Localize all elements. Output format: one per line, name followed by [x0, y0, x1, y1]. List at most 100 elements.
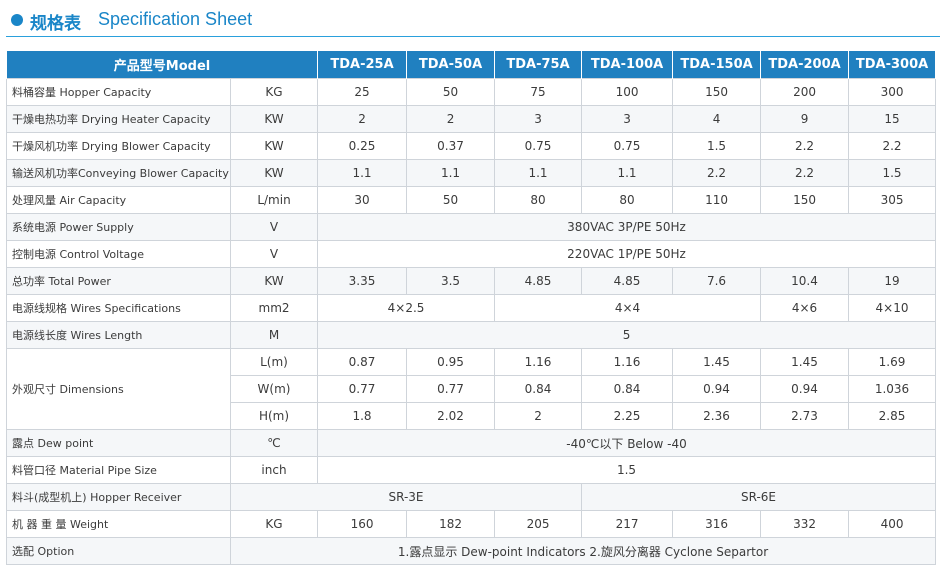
row-dimensions-width: W(m) 0.77 0.77 0.84 0.84 0.94 0.94 1.036 — [7, 375, 937, 403]
specification-table: 产品型号Model TDA-25A TDA-50A TDA-75A TDA-10… — [5, 51, 937, 565]
row-label: 电源线规格 Wires Specifications — [6, 294, 231, 322]
value-cell: 110 — [672, 186, 762, 214]
value-cell: 100 — [581, 78, 674, 106]
value-cell: 200 — [760, 78, 850, 106]
value-cell: 4.85 — [581, 267, 674, 295]
value-cell: 50 — [406, 78, 496, 106]
unit-cell: inch — [229, 456, 319, 484]
section-header: 规格表 Specification Sheet — [6, 6, 940, 37]
value-cell: 305 — [848, 186, 937, 214]
value-cell: 7.6 — [672, 267, 762, 295]
row-control-voltage: 控制电源 Control Voltage V 220VAC 1P/PE 50Hz — [6, 240, 937, 268]
value-cell: 2 — [406, 105, 496, 133]
model-header: 产品型号Model — [5, 51, 319, 79]
value-cell: 9 — [760, 105, 850, 133]
value-cell: 75 — [494, 78, 583, 106]
row-wires-length: 电源线长度 Wires Length M 5 — [6, 321, 937, 349]
value-cell: 1.5 — [848, 159, 937, 187]
unit-cell: V — [229, 240, 319, 268]
value-cell: 0.84 — [494, 375, 583, 403]
bullet-icon — [11, 14, 23, 26]
unit-cell: L(m) — [229, 348, 319, 376]
row-hopper-receiver: 料斗(成型机上) Hopper Receiver SR-3E SR-6E — [6, 483, 937, 511]
value-cell: 332 — [760, 510, 850, 538]
model-column-header: TDA-50A — [406, 51, 496, 79]
value-cell: 3 — [494, 105, 583, 133]
model-column-header: TDA-75A — [494, 51, 583, 79]
unit-cell: KW — [229, 132, 319, 160]
unit-cell: KW — [229, 159, 319, 187]
value-cell: 316 — [672, 510, 762, 538]
value-cell: 25 — [317, 78, 408, 106]
row-label: 料管口径 Material Pipe Size — [6, 456, 231, 484]
value-cell: 1.69 — [848, 348, 937, 376]
value-cell: 3 — [581, 105, 674, 133]
row-label: 外观尺寸 Dimensions — [6, 348, 231, 430]
value-cell: 3.5 — [406, 267, 496, 295]
value-cell: 160 — [317, 510, 408, 538]
value-cell: 1.1 — [317, 159, 408, 187]
value-cell: 0.77 — [317, 375, 408, 403]
value-cell: 2.2 — [760, 159, 850, 187]
row-label: 总功率 Total Power — [6, 267, 231, 295]
row-dew-point: 露点 Dew point ℃ -40℃以下 Below -40 — [6, 429, 937, 457]
value-cell: 0.94 — [760, 375, 850, 403]
row-label: 处理风量 Air Capacity — [6, 186, 231, 214]
value-cell: 1.45 — [672, 348, 762, 376]
value-cell: 3.35 — [317, 267, 408, 295]
model-column-header: TDA-150A — [672, 51, 762, 79]
row-label: 料桶容量 Hopper Capacity — [6, 78, 231, 106]
value-cell: 4.85 — [494, 267, 583, 295]
value-cell: 205 — [494, 510, 583, 538]
value-cell: 217 — [581, 510, 674, 538]
value-cell: 2.2 — [672, 159, 762, 187]
model-column-header: TDA-200A — [760, 51, 850, 79]
row-power-supply: 系统电源 Power Supply V 380VAC 3P/PE 50Hz — [6, 213, 937, 241]
value-cell: 1.1 — [494, 159, 583, 187]
value-cell: 2.2 — [760, 132, 850, 160]
row-drying-heater: 干燥电热功率 Drying Heater Capacity KW 2 2 3 3… — [6, 105, 937, 133]
row-label: 选配 Option — [6, 537, 231, 565]
value-cell: 2 — [494, 402, 583, 430]
value-cell: 0.84 — [581, 375, 674, 403]
value-cell: 80 — [581, 186, 674, 214]
value-cell: 4×10 — [848, 294, 937, 322]
value-cell: 2 — [317, 105, 408, 133]
value-cell: 4 — [672, 105, 762, 133]
unit-cell: L/min — [229, 186, 319, 214]
value-cell: -40℃以下 Below -40 — [317, 429, 937, 457]
unit-cell: V — [229, 213, 319, 241]
value-cell: 1.8 — [317, 402, 408, 430]
row-weight: 机 器 重 量 Weight KG 160 182 205 217 316 33… — [6, 510, 937, 538]
value-cell: 15 — [848, 105, 937, 133]
value-cell: 4×2.5 — [317, 294, 496, 322]
value-cell: 380VAC 3P/PE 50Hz — [317, 213, 937, 241]
value-cell: 300 — [848, 78, 937, 106]
value-cell: 2.02 — [406, 402, 496, 430]
value-cell: 0.37 — [406, 132, 496, 160]
value-cell: 80 — [494, 186, 583, 214]
unit-cell: H(m) — [229, 402, 319, 430]
row-label: 料斗(成型机上) Hopper Receiver — [6, 483, 231, 511]
value-cell: 0.75 — [494, 132, 583, 160]
value-cell: 0.75 — [581, 132, 674, 160]
value-cell: 4×6 — [760, 294, 850, 322]
value-cell: 1.1 — [581, 159, 674, 187]
row-material-pipe-size: 料管口径 Material Pipe Size inch 1.5 — [6, 456, 937, 484]
value-cell: 1.16 — [581, 348, 674, 376]
row-label: 输送风机功率Conveying Blower Capacity — [6, 159, 231, 187]
model-column-header: TDA-300A — [848, 51, 937, 79]
value-cell: 19 — [848, 267, 937, 295]
unit-cell: KW — [229, 105, 319, 133]
unit-cell: KW — [229, 267, 319, 295]
unit-cell: ℃ — [229, 429, 319, 457]
row-dimensions-length: 外观尺寸 Dimensions L(m) 0.87 0.95 1.16 1.16… — [6, 348, 937, 430]
value-cell: 1.036 — [848, 375, 937, 403]
row-label: 机 器 重 量 Weight — [6, 510, 231, 538]
value-cell: SR-3E — [229, 483, 583, 511]
model-column-header: TDA-25A — [317, 51, 408, 79]
value-cell: 400 — [848, 510, 937, 538]
title-chinese: 规格表 — [30, 14, 81, 34]
unit-cell: KG — [229, 510, 319, 538]
value-cell: 220VAC 1P/PE 50Hz — [317, 240, 937, 268]
